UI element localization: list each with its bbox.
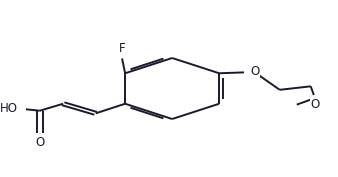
Text: F: F <box>119 42 125 55</box>
Text: O: O <box>311 98 320 111</box>
Text: HO: HO <box>0 102 18 115</box>
Text: O: O <box>35 136 45 150</box>
Text: O: O <box>250 65 259 78</box>
